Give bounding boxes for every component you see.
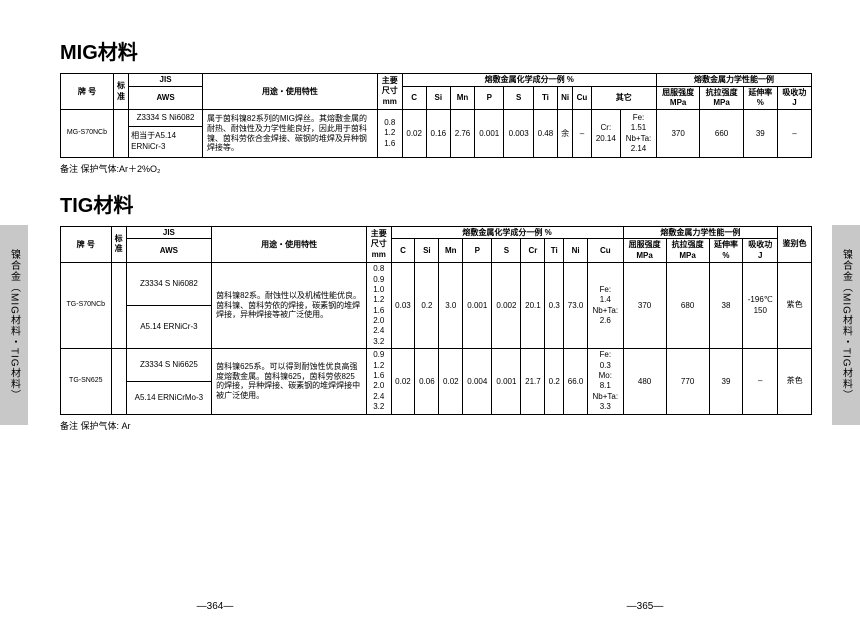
mig-note: 备注 保护气体:Ar＋2%O₂ [60, 162, 812, 175]
page-left: —364— [197, 601, 234, 612]
tig-note: 备注 保护气体: Ar [60, 419, 812, 432]
h-size: 主要 尺寸 mm [377, 74, 402, 110]
h-mech: 熔敷金属力学性能一例 [656, 74, 811, 87]
h-comp: 熔敷金属化学成分一例 % [402, 74, 656, 87]
page-right: —365— [627, 601, 664, 612]
side-tab-left: 镍合金（MIG材料・TIG材料） [0, 225, 28, 425]
h-usage: 用途・使用特性 [202, 74, 377, 110]
mig-table: 牌 号 标 准 JIS 用途・使用特性 主要 尺寸 mm 熔敷金属化学成分一例 … [60, 73, 812, 158]
tig-table: 牌 号 标 准 JIS 用途・使用特性 主要 尺寸 mm 熔敷金属化学成分一例 … [60, 226, 812, 415]
h-aws: AWS [129, 86, 203, 110]
mig-grade: MG-S70NCb [61, 110, 114, 157]
mig-title: MIG材料 [60, 36, 812, 65]
side-tab-right: 镍合金（MIG材料・TIG材料） [832, 225, 860, 425]
h-jis: JIS [129, 74, 203, 87]
tig-title: TIG材料 [60, 189, 812, 218]
h-grade: 牌 号 [61, 74, 114, 110]
h-std: 标 准 [113, 74, 128, 110]
